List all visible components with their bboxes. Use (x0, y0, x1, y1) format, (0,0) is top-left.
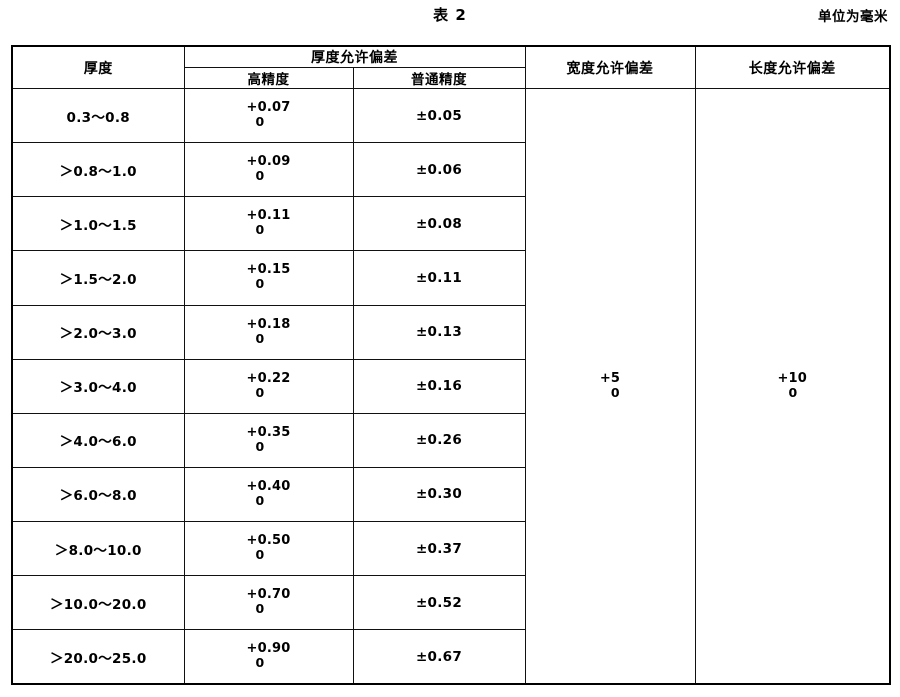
cell-thickness-range: ＞8.0～10.0 (11, 520, 185, 577)
tolerance-lower: 0 (610, 384, 620, 400)
header-high-precision: 高精度 (183, 67, 354, 89)
table-header-row-1: 厚度 厚度允许偏差 宽度允许偏差 长度允许偏差 (11, 45, 891, 89)
cell-thickness-range: ＞6.0～8.0 (11, 466, 185, 523)
cell-high-precision-tolerance: +0.70 0 (183, 575, 354, 631)
cell-high-precision-tolerance: +0.09 0 (183, 142, 354, 198)
table-caption-row: 表 2 单位为毫米 (0, 0, 900, 32)
cell-thickness-range: ＞2.0～3.0 (11, 304, 185, 360)
tolerance-lower: 0 (255, 330, 265, 346)
tolerance-lower: 0 (255, 547, 265, 563)
tolerance-lower: 0 (255, 438, 265, 454)
tolerance-lower: 0 (255, 222, 265, 238)
cell-normal-precision-tolerance: ±0.16 (352, 358, 526, 414)
cell-thickness-range: ＞10.0～20.0 (11, 575, 185, 631)
table-row: ＞0.8～1.0 +0.09 0 ±0.06 (11, 142, 890, 198)
tolerance-upper: +0.70 (246, 587, 291, 603)
cell-normal-precision-tolerance: ±0.67 (352, 629, 526, 685)
cell-high-precision-tolerance: +0.07 0 (183, 87, 354, 144)
header-normal-precision: 普通精度 (352, 67, 526, 89)
tolerance-stack: +0.22 0 (247, 372, 291, 400)
cell-high-precision-tolerance: +0.18 0 (183, 304, 354, 360)
header-thickness-tolerance: 厚度允许偏差 (183, 45, 526, 68)
tolerance-stack: +0.40 0 (247, 480, 291, 508)
tolerance-spec-table: 厚度 厚度允许偏差 宽度允许偏差 长度允许偏差 高精度 普通精度 0.3～0.8… (11, 45, 891, 685)
cell-normal-precision-tolerance: ±0.11 (352, 250, 526, 306)
table-body: 0.3～0.8 +0.07 0 ±0.05 +5 0 (11, 87, 891, 685)
cell-normal-precision-tolerance: ±0.52 (352, 575, 526, 631)
header-width-tolerance: 宽度允许偏差 (524, 45, 696, 89)
cell-high-precision-tolerance: +0.90 0 (183, 629, 354, 685)
table-title: 表 2 (433, 6, 467, 24)
table-row: ＞4.0～6.0 +0.35 0 ±0.26 (11, 412, 890, 468)
tolerance-lower: 0 (255, 655, 265, 671)
tolerance-stack: +0.15 0 (247, 263, 291, 291)
tolerance-upper: +0.35 (246, 424, 291, 440)
tolerance-stack: +0.11 0 (247, 209, 291, 237)
table-header: 厚度 厚度允许偏差 宽度允许偏差 长度允许偏差 高精度 普通精度 (11, 45, 891, 89)
tolerance-upper: +0.22 (246, 370, 291, 386)
tolerance-lower: 0 (255, 276, 265, 292)
cell-high-precision-tolerance: +0.15 0 (183, 250, 354, 306)
tolerance-stack: +0.70 0 (247, 588, 291, 616)
tolerance-upper: +0.07 (246, 100, 291, 116)
cell-normal-precision-tolerance: ±0.26 (352, 412, 526, 468)
table-row: ＞8.0～10.0 +0.50 0 ±0.37 (11, 520, 890, 577)
table-row: ＞20.0～25.0 +0.90 0 ±0.67 (11, 629, 890, 685)
cell-normal-precision-tolerance: ±0.06 (352, 142, 526, 198)
tolerance-stack: +0.09 0 (247, 155, 291, 183)
table-row: ＞10.0～20.0 +0.70 0 ±0.52 (11, 575, 890, 631)
cell-length-tolerance: +10 0 (694, 88, 891, 685)
tolerance-lower: 0 (255, 492, 265, 508)
cell-thickness-range: ＞0.8～1.0 (11, 142, 185, 198)
cell-width-tolerance: +5 0 (524, 88, 696, 685)
header-length-tolerance: 长度允许偏差 (694, 45, 891, 89)
tolerance-lower: 0 (255, 601, 265, 617)
cell-high-precision-tolerance: +0.35 0 (183, 412, 354, 468)
tolerance-upper: +0.40 (246, 478, 291, 494)
header-thickness: 厚度 (11, 45, 185, 89)
tolerance-upper: +0.18 (246, 316, 291, 332)
cell-high-precision-tolerance: +0.50 0 (183, 520, 354, 577)
tolerance-stack: +10 0 (777, 372, 807, 400)
cell-high-precision-tolerance: +0.11 0 (183, 196, 354, 252)
cell-normal-precision-tolerance: ±0.05 (352, 87, 526, 144)
tolerance-stack: +0.07 0 (247, 101, 291, 129)
tolerance-lower: 0 (788, 384, 798, 400)
tolerance-stack: +0.50 0 (247, 534, 291, 562)
table-row: ＞2.0～3.0 +0.18 0 ±0.13 (11, 304, 890, 360)
cell-high-precision-tolerance: +0.22 0 (183, 358, 354, 414)
tolerance-upper: +0.90 (246, 641, 291, 657)
cell-thickness-range: ＞1.0～1.5 (11, 196, 185, 252)
tolerance-stack: +0.18 0 (247, 318, 291, 346)
tolerance-upper: +0.50 (246, 533, 291, 549)
tolerance-upper: +0.11 (246, 208, 291, 224)
cell-thickness-range: ＞4.0～6.0 (11, 412, 185, 468)
tolerance-lower: 0 (255, 114, 265, 130)
tolerance-upper: +10 (777, 370, 808, 386)
cell-normal-precision-tolerance: ±0.30 (352, 466, 526, 523)
tolerance-upper: +0.15 (246, 262, 291, 278)
table-row: 0.3～0.8 +0.07 0 ±0.05 +5 0 (11, 87, 891, 685)
cell-normal-precision-tolerance: ±0.37 (352, 520, 526, 577)
tolerance-upper: +0.09 (246, 154, 291, 170)
tolerance-lower: 0 (255, 384, 265, 400)
cell-thickness-range: ＞3.0～4.0 (11, 358, 185, 414)
cell-normal-precision-tolerance: ±0.08 (352, 196, 526, 252)
tolerance-upper: +5 (599, 370, 621, 386)
tolerance-stack: +5 0 (600, 372, 620, 400)
spec-table-wrapper: 厚度 厚度允许偏差 宽度允许偏差 长度允许偏差 高精度 普通精度 0.3～0.8… (11, 45, 891, 685)
cell-thickness-range: ＞20.0～25.0 (11, 629, 185, 685)
tolerance-lower: 0 (255, 168, 265, 184)
tolerance-stack: +0.35 0 (247, 426, 291, 454)
cell-thickness-range: 0.3～0.8 (11, 87, 185, 144)
cell-high-precision-tolerance: +0.40 0 (183, 466, 354, 523)
tolerance-stack: +0.90 0 (247, 642, 291, 670)
cell-thickness-range: ＞1.5～2.0 (11, 250, 185, 306)
cell-normal-precision-tolerance: ±0.13 (352, 304, 526, 360)
unit-note: 单位为毫米 (818, 9, 888, 25)
